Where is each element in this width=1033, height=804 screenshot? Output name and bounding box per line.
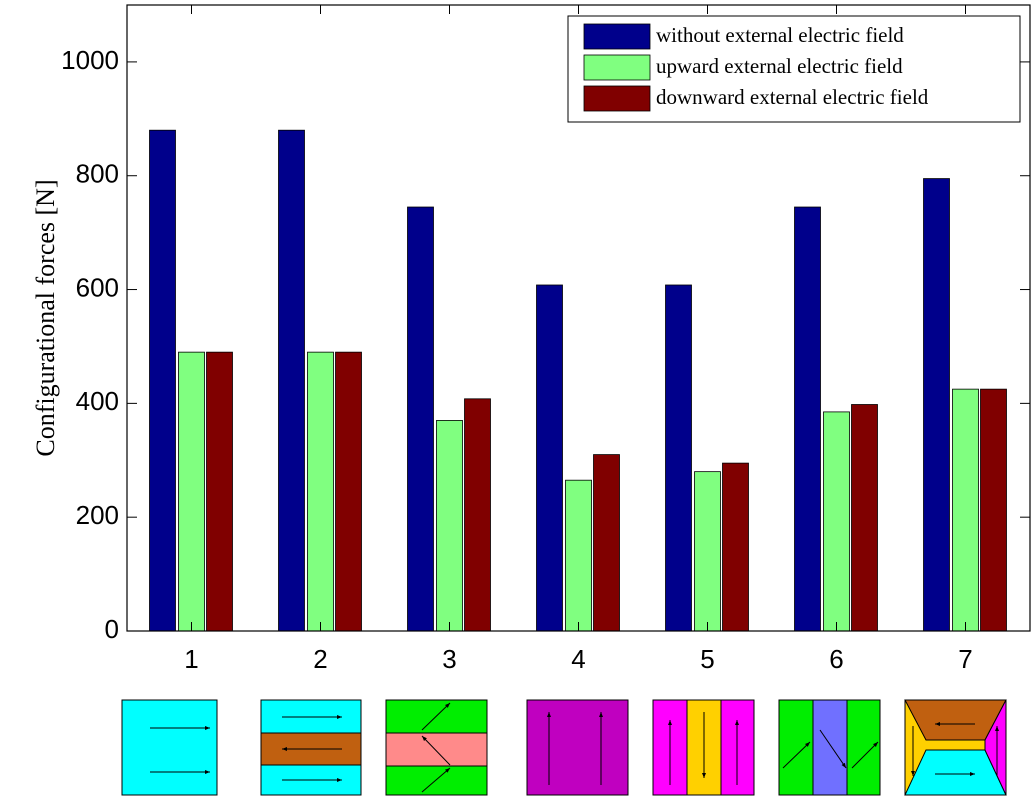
bar <box>308 352 334 631</box>
bar <box>723 463 749 631</box>
bar <box>279 130 305 631</box>
bar <box>695 472 721 631</box>
x-tick-label: 2 <box>313 644 327 674</box>
y-axis-label: Configurational forces [N] <box>31 179 60 456</box>
y-tick-label: 400 <box>76 386 119 416</box>
bar <box>408 207 434 631</box>
legend-label: upward external electric field <box>656 54 903 78</box>
y-tick-label: 800 <box>76 159 119 189</box>
legend-swatch <box>584 24 650 49</box>
y-tick-label: 600 <box>76 272 119 302</box>
bar <box>594 455 620 631</box>
x-tick-label: 1 <box>184 644 198 674</box>
bar <box>981 389 1007 631</box>
bar <box>537 285 563 631</box>
x-tick-label: 7 <box>958 644 972 674</box>
bar <box>179 352 205 631</box>
y-tick-label: 0 <box>105 614 119 644</box>
legend-label: without external electric field <box>656 23 904 47</box>
bar <box>150 130 176 631</box>
legend-label: downward external electric field <box>656 85 929 109</box>
y-tick-label: 200 <box>76 500 119 530</box>
legend: without external electric field upward ex… <box>568 16 1020 122</box>
bar <box>852 405 878 631</box>
configuration-diagrams <box>122 700 1006 795</box>
bar <box>336 352 362 631</box>
bar <box>465 399 491 631</box>
bar <box>666 285 692 631</box>
bar <box>207 352 233 631</box>
x-tick-label: 4 <box>571 644 585 674</box>
bar <box>953 389 979 631</box>
y-tick-label: 1000 <box>61 45 119 75</box>
bar <box>924 179 950 631</box>
bar <box>566 480 592 631</box>
x-tick-label: 6 <box>829 644 843 674</box>
x-tick-label: 5 <box>700 644 714 674</box>
legend-swatch <box>584 55 650 80</box>
bar <box>437 420 463 631</box>
x-tick-label: 3 <box>442 644 456 674</box>
bar <box>795 207 821 631</box>
chart: Configurational forces [N] 0 200 400 600 800… <box>0 0 1033 804</box>
legend-swatch <box>584 86 650 111</box>
bar <box>824 412 850 631</box>
